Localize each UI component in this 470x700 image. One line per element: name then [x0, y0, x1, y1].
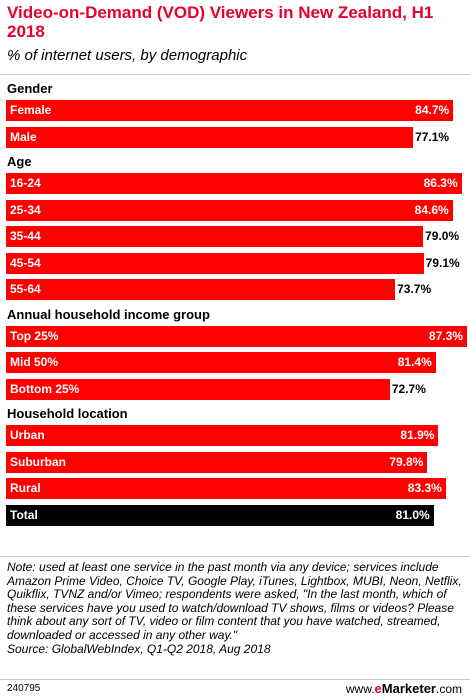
value-label: 79.1%	[425, 255, 460, 270]
category-label: Suburban	[10, 454, 66, 469]
group-label: Gender	[7, 81, 53, 96]
chart-id: 240795	[7, 683, 41, 694]
group-label: Household location	[7, 406, 128, 421]
bar	[6, 126, 414, 148]
group-label: Annual household income group	[7, 306, 210, 322]
category-label: Top 25%	[10, 328, 59, 343]
bar	[6, 451, 428, 473]
category-label: Rural	[10, 481, 41, 495]
bar	[6, 100, 454, 121]
category-label: Female	[10, 103, 52, 117]
bar	[6, 378, 390, 400]
bar	[6, 252, 424, 274]
bottom-divider	[0, 556, 470, 557]
category-label: 16-24	[10, 176, 41, 190]
bar	[6, 352, 436, 373]
top-divider	[0, 74, 470, 75]
category-label: Urban	[10, 428, 45, 442]
bar	[6, 478, 446, 499]
value-label: 79.8%	[389, 454, 424, 469]
logo-prefix: www.	[345, 682, 375, 696]
category-label: 45-54	[10, 255, 41, 270]
value-label: 81.9%	[400, 428, 435, 442]
emarketer-logo[interactable]: www.eMarketer.com	[346, 681, 462, 696]
bar	[6, 325, 467, 347]
note-text: Note: used at least one service in the p…	[7, 560, 462, 642]
value-label: 72.7%	[391, 381, 426, 396]
category-label: 25-34	[10, 202, 41, 217]
logo-suffix: .com	[435, 682, 462, 696]
category-label: Total	[10, 507, 38, 522]
value-label: 81.4%	[397, 355, 432, 369]
logo-brand: Marketer	[381, 681, 436, 696]
category-label: 55-64	[10, 282, 41, 296]
value-label: 79.0%	[425, 229, 460, 243]
value-label: 84.6%	[414, 202, 449, 217]
category-label: Male	[10, 129, 37, 144]
value-label: 84.7%	[415, 103, 450, 117]
bar	[6, 173, 462, 194]
value-label: 77.1%	[415, 129, 450, 144]
bar	[6, 279, 396, 300]
value-label: 87.3%	[428, 328, 463, 343]
footer-divider	[0, 679, 470, 680]
value-label: 81.0%	[395, 507, 430, 522]
chart-title: Video-on-Demand (VOD) Viewers in New Zea…	[7, 3, 434, 41]
bar	[6, 199, 453, 221]
logo-e: e	[374, 681, 382, 696]
category-label: 35-44	[10, 229, 41, 243]
category-label: Mid 50%	[10, 355, 59, 369]
bar	[6, 504, 434, 526]
category-label: Bottom 25%	[10, 381, 80, 396]
value-label: 83.3%	[407, 481, 442, 495]
group-label: Age	[7, 154, 32, 169]
value-label: 86.3%	[423, 176, 458, 190]
bar	[6, 425, 439, 446]
bar	[6, 226, 424, 247]
chart-notes: Note: used at least one service in the p…	[7, 560, 465, 656]
value-label: 73.7%	[397, 282, 432, 296]
chart-subtitle: % of internet users, by demographic	[7, 47, 248, 64]
source-text: Source: GlobalWebIndex, Q1-Q2 2018, Aug …	[7, 641, 271, 656]
